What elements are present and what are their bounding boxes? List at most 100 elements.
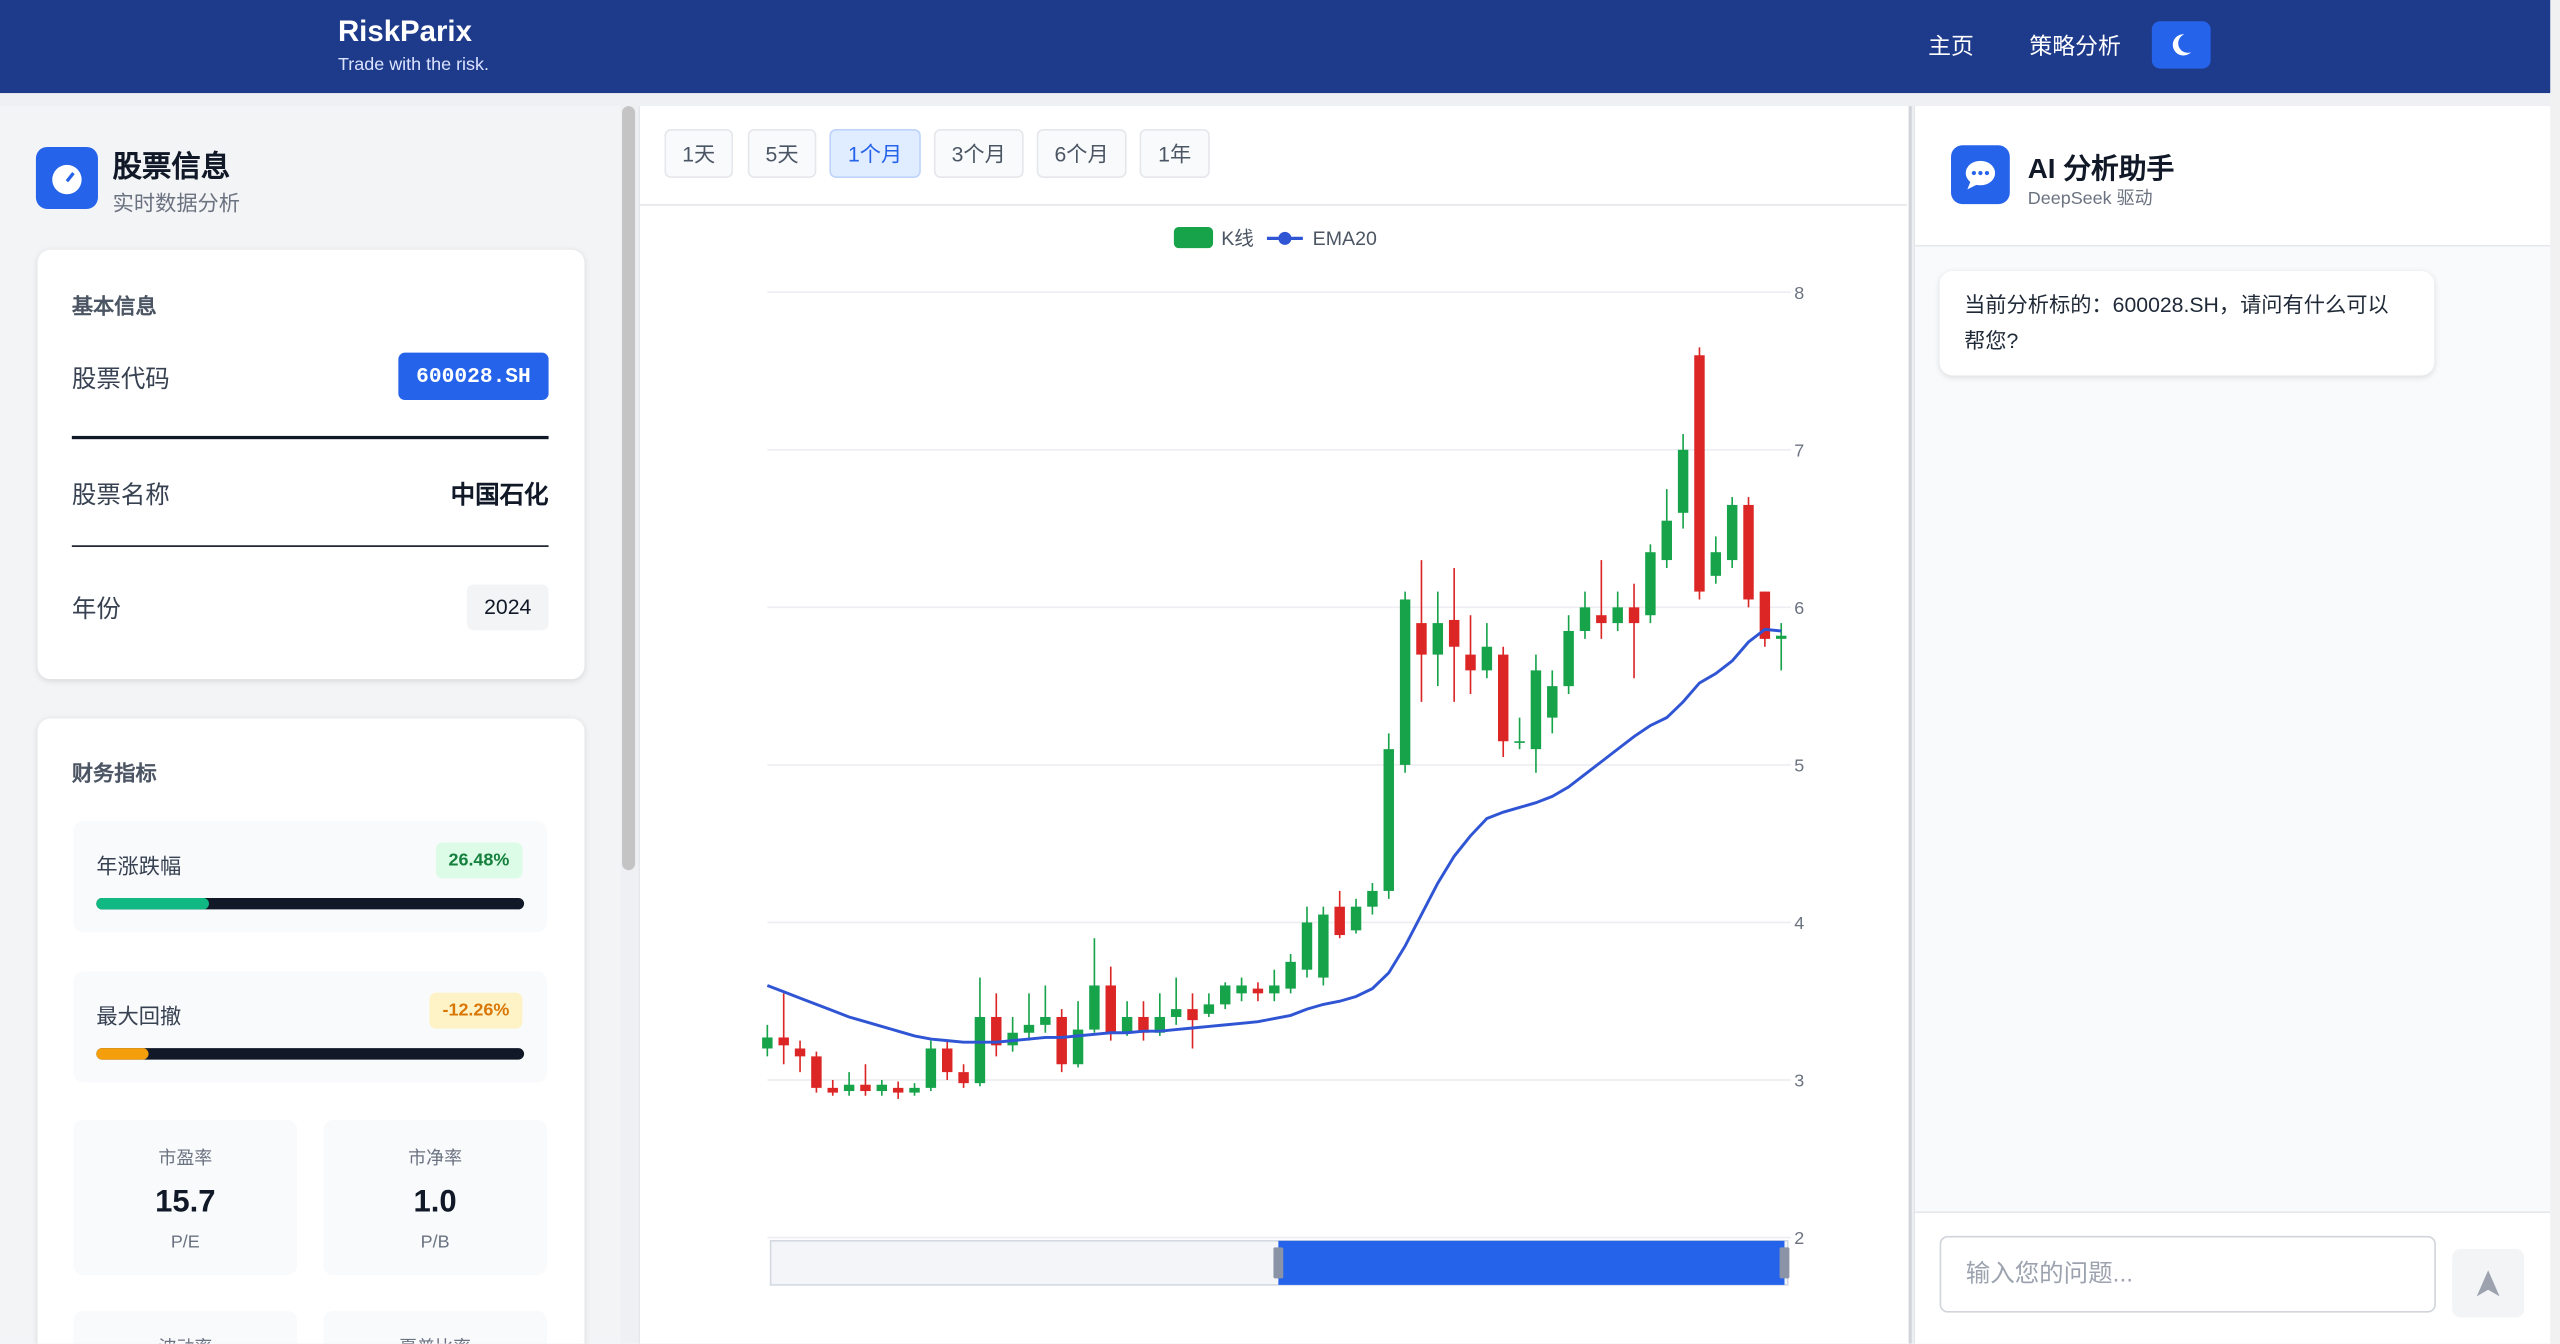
bubble-icon	[1965, 160, 1996, 190]
y-tick-label: 8	[1794, 283, 1804, 303]
candle-body	[794, 1048, 806, 1057]
tile-unit: P/B	[420, 1232, 450, 1253]
progress-track	[96, 897, 525, 910]
metric-label: 最大回撤	[96, 1004, 182, 1029]
y-tick-label: 5	[1794, 755, 1804, 775]
metric-badge: 26.48%	[435, 842, 523, 879]
candle-body	[1628, 607, 1640, 624]
candle-body	[1334, 906, 1345, 936]
chat-title: AI 分析助手	[2027, 153, 2175, 185]
zoom-handle[interactable]	[1779, 1247, 1790, 1279]
candle-body	[1563, 630, 1574, 687]
range-button[interactable]: 1个月	[829, 128, 921, 178]
send-button[interactable]	[2452, 1248, 2525, 1318]
candle-body	[1530, 670, 1542, 750]
chart: 2 3 4 5 6 7 8 K线 EMA20	[762, 226, 1804, 1286]
tile-label: 夏普比率	[323, 1334, 547, 1344]
candle-body	[1481, 646, 1493, 671]
page-scrollbar	[2550, 0, 2560, 1344]
legend-label: EMA20	[1313, 228, 1377, 250]
tagline: Trade with the risk.	[337, 55, 490, 76]
candle-body	[1040, 1016, 1051, 1025]
candle-body	[1154, 1016, 1166, 1033]
candle-body	[762, 1037, 773, 1049]
tile-value: 1.0	[413, 1185, 457, 1220]
candle-body	[1236, 985, 1247, 994]
candle-body	[1089, 985, 1100, 1030]
candle-body	[1121, 1016, 1133, 1033]
metric-tile: 夏普比率	[323, 1311, 547, 1344]
metric-tile: 波动率	[73, 1311, 298, 1344]
row-label: 年份	[71, 595, 121, 624]
theme-toggle[interactable]	[2151, 21, 2211, 69]
row-value: 中国石化	[450, 481, 549, 510]
progress-fill	[96, 1048, 149, 1060]
metric-tile: 市盈率 15.7 P/E	[73, 1120, 298, 1276]
candle-body	[1350, 906, 1362, 931]
candle-body	[827, 1087, 838, 1093]
range-button[interactable]: 6个月	[1036, 128, 1127, 178]
scrollbar[interactable]	[622, 106, 636, 871]
chart-panel	[638, 106, 1912, 1344]
y-tick-label: 7	[1794, 440, 1804, 460]
chat-input[interactable]: 输入您的问题...	[1939, 1235, 2436, 1313]
card-title: 基本信息	[71, 293, 157, 319]
chat-header	[1915, 106, 2551, 247]
range-button[interactable]: 5天	[747, 128, 817, 178]
candle-body	[1465, 654, 1476, 671]
candle-body	[1694, 355, 1705, 592]
header: RiskParix Trade with the risk. 主页 策略分析	[0, 0, 2560, 94]
candle-body	[892, 1087, 904, 1093]
progress-track	[96, 1048, 525, 1060]
range-button[interactable]: 1年	[1139, 128, 1210, 178]
nav-link[interactable]: 主页	[1928, 32, 1974, 59]
card-title: 财务指标	[71, 760, 157, 786]
candle-body	[991, 1016, 1002, 1046]
candle-body	[1710, 552, 1722, 576]
candle-body	[1759, 591, 1771, 639]
candle-body	[1448, 619, 1460, 647]
range-button[interactable]: 3个月	[933, 128, 1024, 178]
candle-body	[1596, 615, 1607, 624]
divider	[71, 435, 549, 440]
candle-body	[1367, 890, 1378, 907]
metric-label: 年涨跌幅	[96, 853, 182, 879]
candle-body	[1301, 922, 1313, 970]
y-tick-label: 4	[1794, 913, 1804, 933]
legend-marker	[1278, 231, 1292, 245]
candle-body	[909, 1087, 920, 1093]
metric-tile: 市净率 1.0 P/B	[323, 1120, 547, 1276]
range-button[interactable]: 1天	[664, 128, 734, 178]
candle-body	[876, 1084, 888, 1092]
panel-icon	[35, 146, 98, 209]
candle-body	[958, 1072, 969, 1084]
zoom-handle[interactable]	[1273, 1247, 1284, 1279]
zoom-window[interactable]	[1278, 1240, 1785, 1285]
nav-link[interactable]: 策略分析	[2029, 32, 2121, 59]
y-tick-label: 3	[1794, 1071, 1804, 1091]
candle-body	[1612, 607, 1623, 624]
candle-body	[1203, 1004, 1215, 1014]
candle-body	[1187, 1009, 1198, 1021]
row-label: 股票名称	[71, 481, 170, 510]
chat-message: 当前分析标的：600028.SH，请问有什么可以帮您?	[1939, 271, 2435, 376]
candle-body	[1514, 741, 1525, 743]
candle-body	[1056, 1016, 1067, 1065]
tile-label: 市盈率	[158, 1149, 213, 1169]
y-tick-label: 2	[1794, 1228, 1804, 1248]
candle-body	[1726, 504, 1738, 561]
ema-line	[766, 627, 1782, 1044]
y-tick-label: 6	[1794, 598, 1804, 618]
candle-body	[1416, 623, 1427, 655]
chat-icon	[1951, 145, 2010, 205]
candle-body	[1023, 1024, 1035, 1033]
send-icon	[2476, 1270, 2500, 1297]
divider	[640, 204, 1907, 206]
candle-body	[1318, 914, 1329, 978]
candle-body	[1105, 985, 1116, 1033]
candle-body	[1399, 599, 1411, 765]
code-badge: 600028.SH	[398, 352, 549, 400]
brand[interactable]: RiskParix	[337, 14, 472, 48]
